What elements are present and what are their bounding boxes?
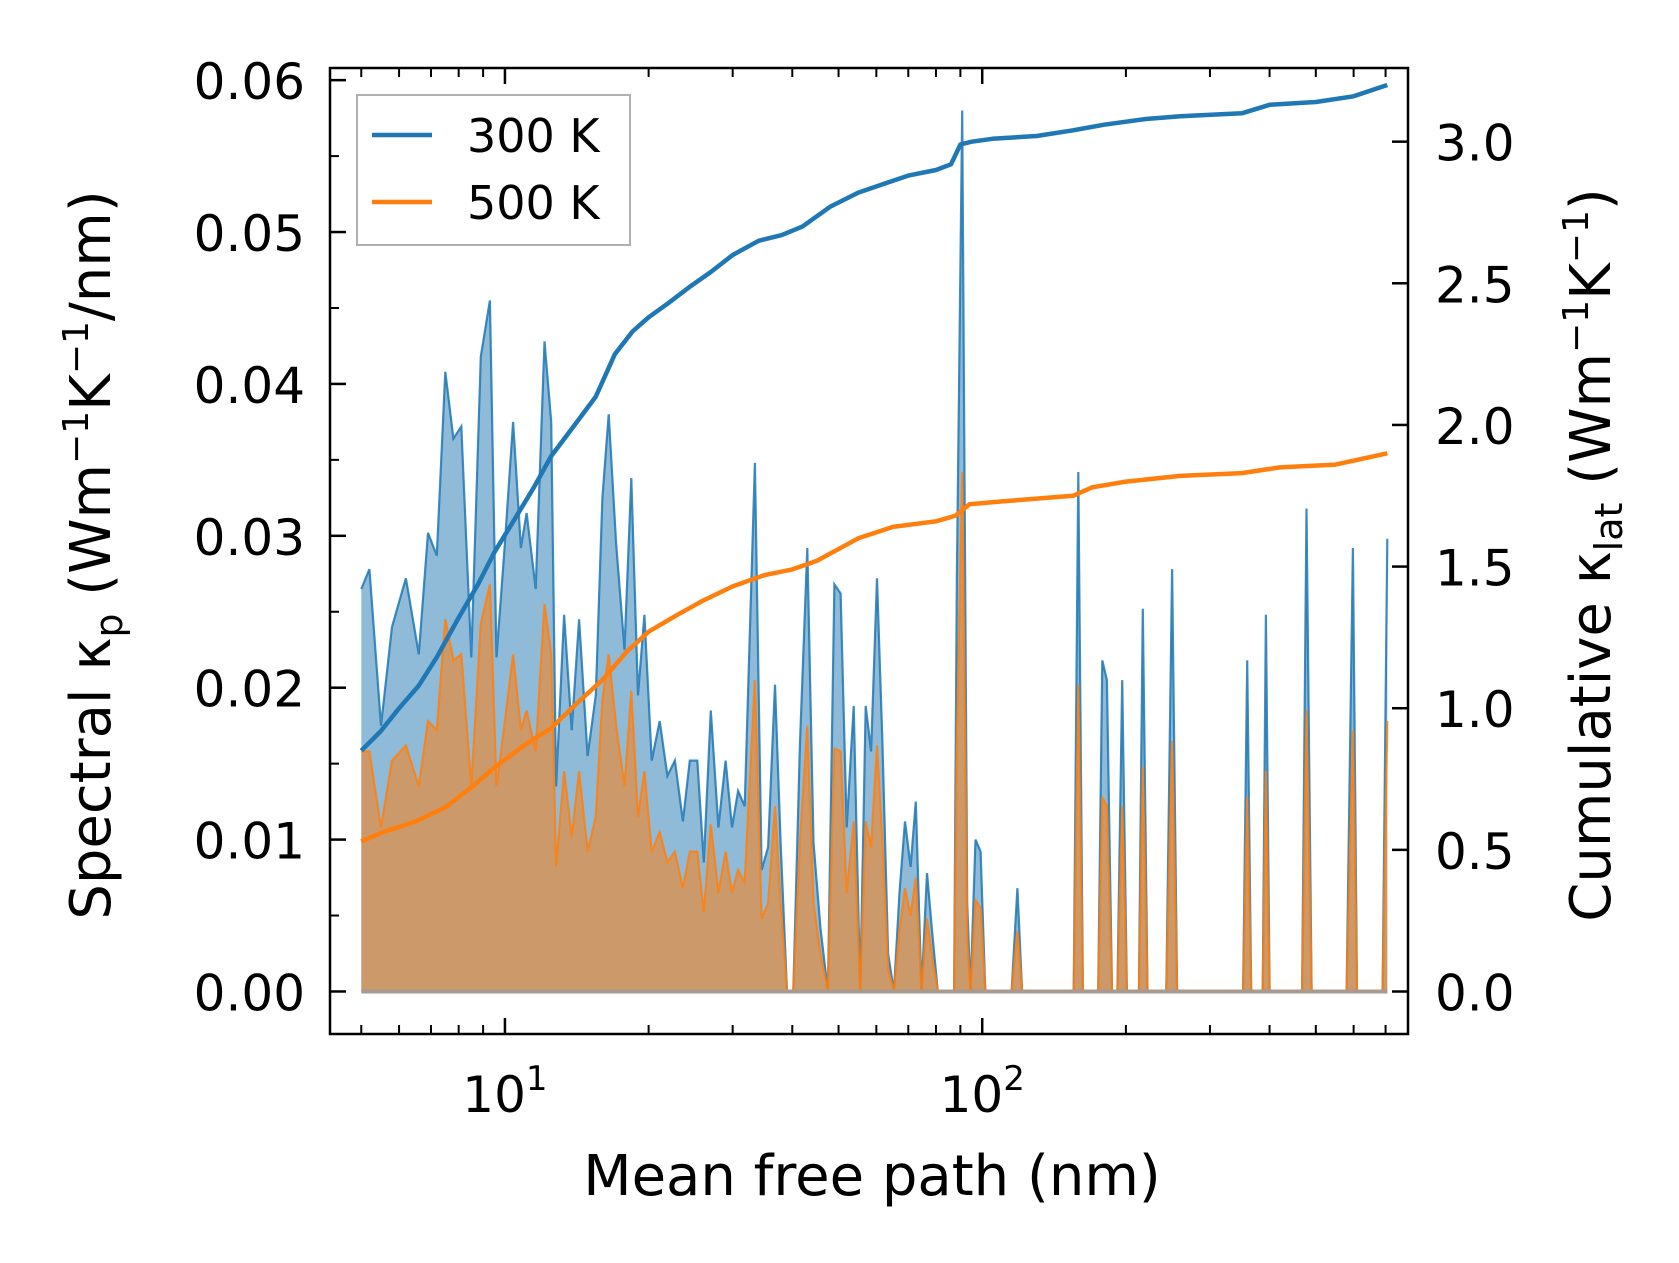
fill-layer <box>360 110 1389 994</box>
x-tick-label: 102 <box>940 1059 1025 1124</box>
y-axis-left-label: Spectral κp (Wm−1K−1/nm) <box>56 190 131 919</box>
y-right-tick-label: 0.0 <box>1435 965 1515 1023</box>
spectral-fill-500k <box>361 472 1388 992</box>
y-right-tick-label: 2.0 <box>1435 398 1515 456</box>
y-left-tick-label: 0.05 <box>194 205 305 263</box>
y-right-tick-label: 2.5 <box>1435 256 1515 314</box>
y-right-tick-label: 1.0 <box>1435 681 1515 739</box>
line-layer <box>359 82 1389 844</box>
legend-label-500k: 500 K <box>467 176 601 230</box>
y-right-tick-label: 3.0 <box>1435 115 1515 173</box>
y-left-tick-label: 0.00 <box>194 964 305 1022</box>
y-right-tick-label: 0.5 <box>1435 823 1515 881</box>
plot-frame <box>328 66 1410 1036</box>
legend-frame <box>356 94 631 246</box>
y-left-tick-label: 0.02 <box>194 661 305 719</box>
y-right-tick-label: 1.5 <box>1435 540 1515 598</box>
legend: 300 K 500 K <box>356 94 631 246</box>
x-tick-label: 101 <box>462 1059 547 1124</box>
x-axis-label: Mean free path (nm) <box>583 1144 1160 1209</box>
cumulative-line-300k <box>359 82 1389 753</box>
y-axis-right-label: Cumulative κlat (Wm−1K−1) <box>1556 188 1631 922</box>
axes-layer: 0.00 0.01 0.02 0.03 0.04 0.05 0.06 0.0 0.5 1.0 1.5… <box>194 53 1515 1124</box>
y-left-tick-label: 0.01 <box>194 813 305 871</box>
y-left-tick-label: 0.04 <box>194 357 305 415</box>
cumulative-line-500k <box>360 451 1388 844</box>
legend-label-300k: 300 K <box>467 109 601 163</box>
y-left-tick-label: 0.03 <box>194 509 305 567</box>
y-left-tick-label: 0.06 <box>194 53 305 111</box>
